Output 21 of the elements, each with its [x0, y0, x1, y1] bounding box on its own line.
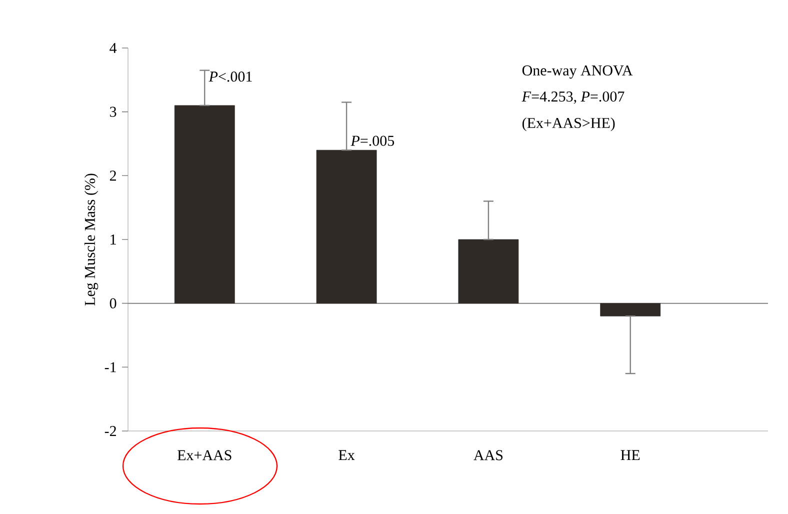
y-axis-title: Leg Muscle Mass (%): [84, 174, 98, 306]
annotation: (Ex+AAS>HE): [522, 118, 615, 132]
bar: [174, 105, 235, 304]
annotation: F=4.253, P=.007: [522, 91, 624, 104]
bar: [316, 150, 377, 304]
y-tick-label: 2: [110, 170, 116, 181]
y-tick-label: 1: [110, 234, 116, 244]
y-tick-label: 0: [110, 298, 116, 308]
y-tick-label: -2: [104, 426, 116, 436]
annotation: P<.001: [208, 72, 252, 82]
x-tick-label: Ex+AAS: [178, 450, 232, 460]
y-tick-label: 3: [110, 106, 116, 117]
y-tick-label: 4: [110, 43, 117, 53]
annotation: One-way ANOVA: [522, 65, 633, 79]
bar: [600, 303, 661, 316]
y-tick-label: -1: [104, 362, 116, 372]
x-tick-label: HE: [620, 450, 640, 460]
x-tick-label: Ex: [338, 450, 355, 460]
bar: [458, 239, 519, 304]
x-tick-label: AAS: [474, 450, 503, 460]
annotation: P=.005: [350, 136, 394, 146]
